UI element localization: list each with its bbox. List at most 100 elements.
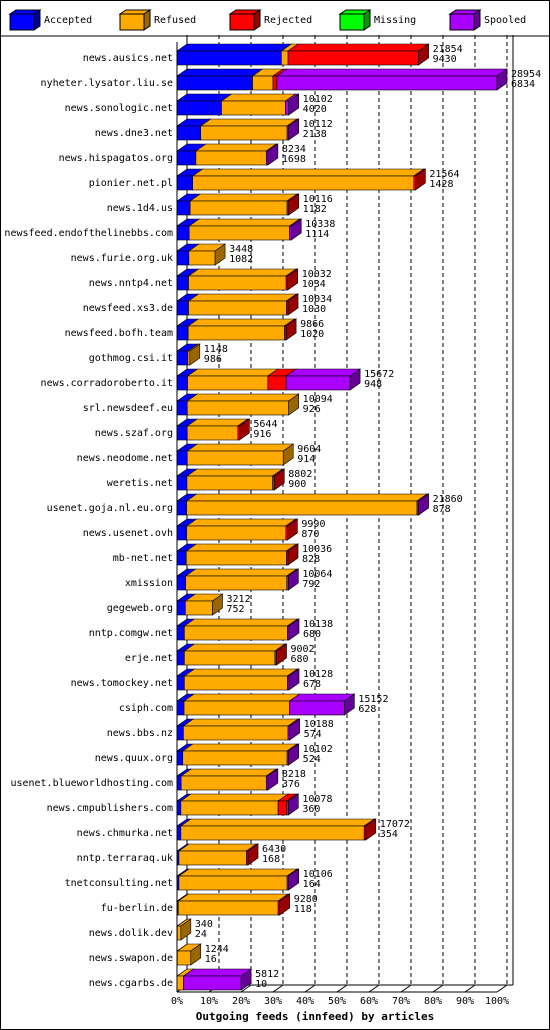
value-label-accepted: 680 xyxy=(291,654,309,665)
value-label-offered: 10338 xyxy=(305,219,335,230)
bar-side xyxy=(288,568,299,591)
category-label: gegeweb.org xyxy=(107,603,173,614)
category-label: news.neodome.net xyxy=(77,453,173,464)
bar-top xyxy=(180,768,278,777)
value-label-offered: 8218 xyxy=(282,769,306,780)
bar-top xyxy=(186,443,295,452)
value-label-accepted: 1182 xyxy=(303,204,327,215)
value-label-accepted: 4020 xyxy=(303,104,327,115)
value-label-offered: 10106 xyxy=(303,869,333,880)
x-tick-label: 70% xyxy=(392,996,410,1007)
legend-swatch-side xyxy=(253,9,261,31)
value-label-offered: 9604 xyxy=(297,444,321,455)
bar-segment xyxy=(185,550,287,566)
value-label-accepted: 164 xyxy=(303,879,321,890)
bar-side xyxy=(267,768,279,791)
bar-segment xyxy=(176,425,188,441)
bar-segment xyxy=(176,200,191,216)
bar-segment xyxy=(176,800,182,816)
bar-segment xyxy=(176,175,193,191)
bar-side xyxy=(240,968,252,991)
bar-segment xyxy=(176,725,184,741)
bar-side xyxy=(289,718,300,741)
value-label-accepted: 574 xyxy=(304,729,322,740)
x-tick-label: 20% xyxy=(232,996,250,1007)
bar-segment xyxy=(176,525,187,541)
bar-side xyxy=(496,68,508,91)
bar-segment xyxy=(176,750,184,766)
legend-swatch xyxy=(119,13,145,31)
bar-side xyxy=(418,493,429,516)
x-tick-label: 50% xyxy=(328,996,346,1007)
bar-side xyxy=(418,43,429,66)
x-tick-label: 40% xyxy=(296,996,314,1007)
value-label-offered: 10032 xyxy=(302,269,332,280)
value-label-accepted: 870 xyxy=(301,529,319,540)
tick-mark xyxy=(336,984,348,993)
bar-segment xyxy=(188,275,287,291)
tick-mark xyxy=(496,984,508,993)
bar-side xyxy=(288,668,300,691)
value-label-offered: 10102 xyxy=(303,744,333,755)
legend-label: Refused xyxy=(154,15,196,26)
x-tick-label: 80% xyxy=(424,996,442,1007)
category-label: xmission xyxy=(125,578,173,589)
bar-side xyxy=(365,818,377,841)
value-label-accepted: 792 xyxy=(302,579,320,590)
category-label: erje.net xyxy=(125,653,173,664)
tick-mark xyxy=(464,984,476,993)
value-label-accepted: 1698 xyxy=(282,154,306,165)
bar-side xyxy=(212,593,223,616)
bar-segment xyxy=(176,400,188,416)
bar-segment xyxy=(176,625,185,641)
category-label: gothmog.csi.it xyxy=(89,353,173,364)
bar-side xyxy=(285,318,297,341)
bar-segment xyxy=(182,750,288,766)
bar-side xyxy=(247,843,259,866)
bar-side xyxy=(288,193,299,216)
category-label: news.1d4.us xyxy=(107,203,173,214)
bar-segment xyxy=(186,425,239,441)
category-label: news.ausics.net xyxy=(83,53,173,64)
legend-swatch xyxy=(449,13,475,31)
bar-segment xyxy=(183,725,289,741)
bar-segment xyxy=(176,225,190,241)
bar-top xyxy=(187,268,298,277)
value-label-accepted: 1020 xyxy=(300,329,324,340)
bar-top xyxy=(191,168,425,177)
bar-top xyxy=(187,318,296,327)
category-label: csiph.com xyxy=(119,703,173,714)
bar-top xyxy=(183,668,299,677)
bar-segment xyxy=(176,475,188,491)
category-label: news.corradoroberto.it xyxy=(41,378,173,389)
bar-segment xyxy=(186,500,418,516)
bar-side xyxy=(415,168,426,191)
bar-segment xyxy=(195,150,267,166)
bar-segment xyxy=(180,800,279,816)
bar-side xyxy=(288,618,300,641)
bar-top xyxy=(285,368,362,377)
value-label-accepted: 948 xyxy=(364,379,382,390)
tick-mark xyxy=(432,984,444,993)
bar-segment xyxy=(285,100,289,116)
bar-segment xyxy=(186,450,284,466)
value-label-accepted: 524 xyxy=(303,754,321,765)
value-label-offered: 15672 xyxy=(364,369,394,380)
bar-top xyxy=(275,68,508,77)
bar-segment xyxy=(176,700,185,716)
bar-segment xyxy=(176,500,187,516)
bar-top xyxy=(176,68,264,77)
bar-side xyxy=(180,918,192,941)
value-label-accepted: 10 xyxy=(255,979,267,990)
bar-top xyxy=(176,43,293,52)
value-label-accepted: 24 xyxy=(195,929,207,940)
bar-segment xyxy=(176,675,185,691)
category-label: nntp.terraraq.uk xyxy=(77,853,173,864)
bar-segment xyxy=(200,125,288,141)
bar-side xyxy=(282,443,294,466)
bar-side xyxy=(214,243,226,266)
bar-side xyxy=(288,793,299,816)
value-label-accepted: 900 xyxy=(288,479,306,490)
value-label-accepted: 16 xyxy=(205,954,217,965)
